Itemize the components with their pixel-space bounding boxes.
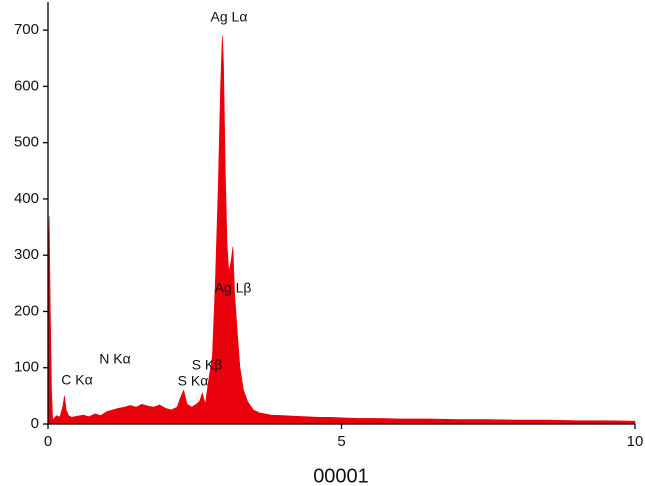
y-tick-label: 100: [14, 359, 39, 376]
spectrum-area: [47, 35, 636, 425]
peak-label: N Kα: [99, 351, 130, 367]
x-tick-label: 0: [44, 433, 52, 450]
y-tick-label: 200: [14, 302, 39, 319]
peak-label: Ag Lα: [211, 9, 248, 25]
x-tick-label: 5: [337, 433, 345, 450]
y-tick-label: 700: [14, 21, 39, 38]
x-tick-label: 10: [627, 433, 644, 450]
peak-label: S Kα: [178, 373, 209, 389]
y-tick-label: 0: [31, 415, 39, 432]
y-tick-label: 400: [14, 190, 39, 207]
peak-label: S Kβ: [192, 357, 223, 373]
y-tick-label: 600: [14, 77, 39, 94]
y-tick-label: 500: [14, 134, 39, 151]
y-tick-label: 300: [14, 246, 39, 263]
peak-label: C Kα: [61, 372, 92, 388]
peak-label: Ag Lβ: [215, 280, 252, 296]
x-axis-label: 00001: [313, 465, 369, 486]
